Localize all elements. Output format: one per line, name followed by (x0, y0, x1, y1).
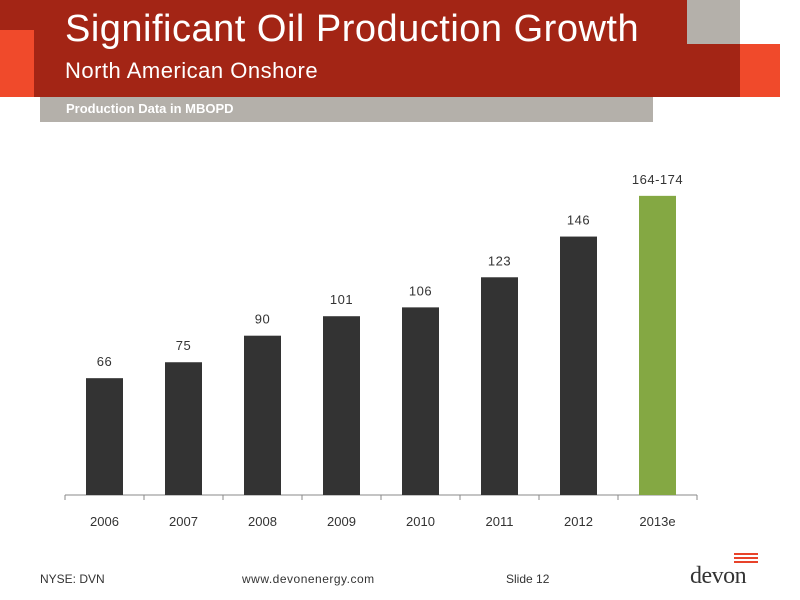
footer-website: www.devonenergy.com (242, 572, 375, 586)
data-label-2007: 75 (176, 338, 191, 353)
slide-title: Significant Oil Production Growth (65, 8, 640, 50)
section-label: Production Data in MBOPD (66, 101, 234, 116)
bar-chart: 66 2006 75 2007 90 2008 101 2009 106 2010 123 2011 1… (64, 172, 698, 529)
bar-2010 (402, 307, 439, 495)
data-label-2011: 123 (488, 253, 511, 268)
x-tick-label-2006: 2006 (90, 514, 119, 529)
decorative-red-block-right (740, 44, 780, 97)
x-tick-label-2008: 2008 (248, 514, 277, 529)
bar-2011 (481, 277, 518, 495)
bar-2008 (244, 335, 281, 495)
devon-logo: devon (690, 553, 760, 593)
data-label-2010: 106 (409, 283, 432, 298)
data-label-2009: 101 (330, 292, 353, 307)
bar-2007 (165, 362, 202, 495)
bar-2009 (323, 316, 360, 495)
header-band (0, 0, 740, 97)
data-label-2012: 146 (567, 213, 590, 228)
x-tick-label-2009: 2009 (327, 514, 356, 529)
decorative-red-block-left (0, 30, 34, 97)
bar-2012 (560, 236, 597, 495)
x-tick-label-2013e: 2013e (639, 514, 675, 529)
bar-2006 (86, 378, 123, 495)
logo-stripes-icon (734, 553, 758, 565)
x-tick-label-2010: 2010 (406, 514, 435, 529)
bar-2013e (639, 195, 676, 495)
x-tick-label-2011: 2011 (486, 514, 514, 529)
slide-subtitle: North American Onshore (65, 58, 319, 83)
data-label-2006: 66 (97, 354, 112, 369)
decorative-grey-block (687, 0, 740, 44)
section-bar: Production Data in MBOPD (40, 97, 653, 122)
x-tick-label-2012: 2012 (564, 514, 593, 529)
footer-ticker: NYSE: DVN (40, 572, 105, 586)
data-label-2013e: 164-174 (632, 172, 683, 187)
logo-text: devon (690, 563, 747, 589)
x-tick-label-2007: 2007 (169, 514, 198, 529)
footer-slide-number: Slide 12 (506, 572, 550, 586)
data-label-2008: 90 (255, 312, 270, 327)
